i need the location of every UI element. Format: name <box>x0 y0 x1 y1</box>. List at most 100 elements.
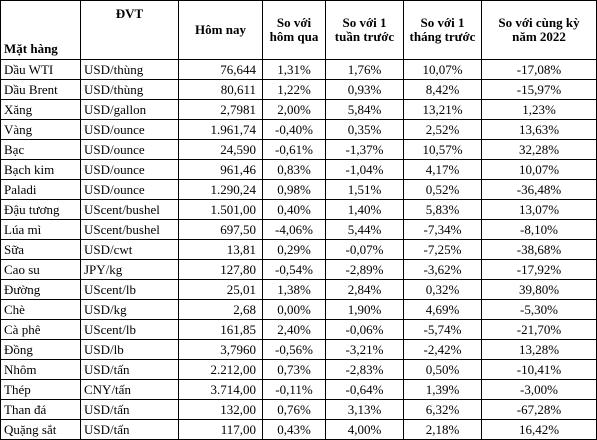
cell-vs-month: 0,52% <box>403 179 482 200</box>
cell-vs-yesterday: -0,40% <box>262 119 326 140</box>
cell-unit: UScent/bushel <box>80 219 179 240</box>
cell-item: Cà phê <box>0 319 81 340</box>
cell-vs-month: 8,42% <box>403 79 482 100</box>
cell-vs-week: 1,90% <box>325 299 404 320</box>
header-vs-yesterday: So với hôm qua <box>262 0 326 60</box>
cell-item: Lúa mì <box>0 219 81 240</box>
cell-vs-month: 4,69% <box>403 299 482 320</box>
cell-vs-month: 0,32% <box>403 279 482 300</box>
header-vs-month: So với 1 tháng trước <box>403 0 482 60</box>
cell-unit: UScent/lb <box>80 319 179 340</box>
cell-today: 1.961,74 <box>178 119 263 140</box>
header-unit: ĐVT <box>80 0 179 60</box>
cell-vs-month: -5,74% <box>403 319 482 340</box>
header-vs-week: So với 1 tuần trước <box>325 0 404 60</box>
cell-vs-year: 16,42% <box>481 419 597 440</box>
cell-unit: CNY/tấn <box>80 379 179 400</box>
cell-vs-yesterday: 1,22% <box>262 79 326 100</box>
table-row: Thép CNY/tấn 3.714,00 -0,11% -0,64% 1,39% -3,0… <box>0 379 597 400</box>
cell-unit: USD/thùng <box>80 79 179 100</box>
cell-today: 25,01 <box>178 279 263 300</box>
cell-vs-yesterday: -0,56% <box>262 339 326 360</box>
cell-vs-month: -3,62% <box>403 259 482 280</box>
table-row: Dầu WTI USD/thùng 76,644 1,31% 1,76% 10,07% -1… <box>0 59 597 80</box>
table-row: Chè USD/kg 2,68 0,00% 1,90% 4,69% -5,30% <box>0 299 597 320</box>
cell-vs-year: 1,23% <box>481 99 597 120</box>
cell-vs-month: 13,21% <box>403 99 482 120</box>
cell-vs-week: -0,64% <box>325 379 404 400</box>
cell-vs-week: 0,35% <box>325 119 404 140</box>
cell-vs-month: 5,83% <box>403 199 482 220</box>
cell-vs-year: 39,80% <box>481 279 597 300</box>
cell-vs-yesterday: 0,00% <box>262 299 326 320</box>
cell-today: 2.212,00 <box>178 359 263 380</box>
cell-today: 132,00 <box>178 399 263 420</box>
table-row: Bạch kim USD/ounce 961,46 0,83% -1,04% 4,17% 1… <box>0 159 597 180</box>
header-today: Hôm nay <box>178 0 263 60</box>
table-row: Đậu tương UScent/bushel 1.501,00 0,40% 1,40%… <box>0 199 597 220</box>
cell-item: Bạc <box>0 139 81 160</box>
table-row: Quặng sắt USD/tấn 117,00 0,43% 4,00% 2,18% 16,… <box>0 419 597 440</box>
cell-vs-month: -2,42% <box>403 339 482 360</box>
cell-today: 161,85 <box>178 319 263 340</box>
cell-vs-month: 2,52% <box>403 119 482 140</box>
cell-item: Đường <box>0 279 81 300</box>
cell-vs-year: 32,28% <box>481 139 597 160</box>
cell-vs-week: 5,84% <box>325 99 404 120</box>
cell-vs-year: 10,07% <box>481 159 597 180</box>
cell-vs-year: -10,41% <box>481 359 597 380</box>
cell-vs-yesterday: 2,00% <box>262 99 326 120</box>
cell-today: 13,81 <box>178 239 263 260</box>
table-row: Đồng USD/lb 3,7960 -0,56% -3,21% -2,42% 13,28% <box>0 339 597 360</box>
cell-vs-month: 6,32% <box>403 399 482 420</box>
cell-today: 1.501,00 <box>178 199 263 220</box>
cell-today: 961,46 <box>178 159 263 180</box>
cell-unit: USD/ounce <box>80 139 179 160</box>
table-row: Cà phê UScent/lb 161,85 2,40% -0,06% -5,74% -2… <box>0 319 597 340</box>
cell-vs-yesterday: 0,40% <box>262 199 326 220</box>
table-row: Bạc USD/ounce 24,590 -0,61% -1,37% 10,57% 32,2… <box>0 139 597 160</box>
cell-vs-week: 1,76% <box>325 59 404 80</box>
cell-item: Dầu WTI <box>0 59 81 80</box>
cell-vs-week: 1,51% <box>325 179 404 200</box>
cell-item: Than đá <box>0 399 81 420</box>
cell-vs-year: -67,28% <box>481 399 597 420</box>
cell-vs-year: -17,92% <box>481 259 597 280</box>
cell-vs-year: -5,30% <box>481 299 597 320</box>
cell-item: Paladi <box>0 179 81 200</box>
cell-item: Bạch kim <box>0 159 81 180</box>
table-row: Vàng USD/ounce 1.961,74 -0,40% 0,35% 2,52% 13,… <box>0 119 597 140</box>
cell-item: Thép <box>0 379 81 400</box>
cell-today: 24,590 <box>178 139 263 160</box>
cell-today: 80,611 <box>178 79 263 100</box>
cell-today: 76,644 <box>178 59 263 80</box>
cell-vs-year: -8,10% <box>481 219 597 240</box>
cell-vs-year: -3,00% <box>481 379 597 400</box>
cell-unit: USD/tấn <box>80 399 179 420</box>
cell-vs-week: 3,13% <box>325 399 404 420</box>
cell-vs-year: -36,48% <box>481 179 597 200</box>
cell-vs-yesterday: -4,06% <box>262 219 326 240</box>
cell-item: Dầu Brent <box>0 79 81 100</box>
cell-unit: USD/lb <box>80 339 179 360</box>
cell-unit: USD/cwt <box>80 239 179 260</box>
cell-today: 1.290,24 <box>178 179 263 200</box>
cell-today: 3.714,00 <box>178 379 263 400</box>
cell-today: 2,68 <box>178 299 263 320</box>
cell-vs-year: 13,63% <box>481 119 597 140</box>
cell-vs-yesterday: 0,73% <box>262 359 326 380</box>
header-row: Mặt hàng ĐVT Hôm nay So với hôm qua So v… <box>0 0 597 60</box>
cell-vs-yesterday: 1,31% <box>262 59 326 80</box>
cell-vs-month: 0,50% <box>403 359 482 380</box>
cell-unit: UScent/lb <box>80 279 179 300</box>
cell-item: Vàng <box>0 119 81 140</box>
table-body: Dầu WTI USD/thùng 76,644 1,31% 1,76% 10,07% -1… <box>0 59 597 440</box>
cell-unit: USD/ounce <box>80 179 179 200</box>
cell-item: Sữa <box>0 239 81 260</box>
table-row: Đường UScent/lb 25,01 1,38% 2,84% 0,32% 39,80% <box>0 279 597 300</box>
table-row: Than đá USD/tấn 132,00 0,76% 3,13% 6,32% -67,2… <box>0 399 597 420</box>
cell-item: Đồng <box>0 339 81 360</box>
cell-unit: USD/ounce <box>80 159 179 180</box>
cell-vs-month: -7,34% <box>403 219 482 240</box>
header-item: Mặt hàng <box>0 0 81 60</box>
